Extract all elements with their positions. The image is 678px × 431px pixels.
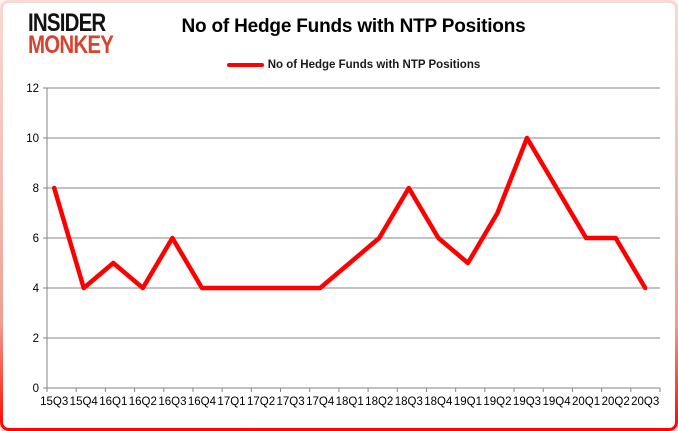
x-tick-label: 15Q4 <box>70 396 99 408</box>
data-line <box>51 135 648 291</box>
y-tick-label: 2 <box>33 333 39 345</box>
y-tick-label: 8 <box>33 183 39 195</box>
x-tick-label: 16Q4 <box>188 396 217 408</box>
y-tick-label: 12 <box>26 83 39 95</box>
x-tick-label: 16Q2 <box>129 396 157 408</box>
x-tick-label: 17Q3 <box>277 396 305 408</box>
y-tick-label: 10 <box>26 133 39 145</box>
x-tick-label: 18Q4 <box>424 396 453 408</box>
x-tick-label: 17Q1 <box>217 396 245 408</box>
x-tick-label: 20Q1 <box>572 396 600 408</box>
logo-word-monkey: MONKEY <box>28 31 114 59</box>
x-tick-label: 20Q3 <box>631 396 659 408</box>
chart-card: INSIDER MONKEY No of Hedge Funds with NT… <box>3 3 675 428</box>
x-tick-label: 18Q1 <box>336 396 364 408</box>
x-tick-label: 16Q1 <box>99 396 127 408</box>
legend-line-swatch <box>226 63 264 67</box>
x-tick-label: 19Q3 <box>513 396 541 408</box>
legend: No of Hedge Funds with NTP Positions <box>47 59 660 71</box>
y-tick-label: 4 <box>33 283 40 295</box>
insider-monkey-logo: INSIDER MONKEY <box>28 9 132 59</box>
legend-label: No of Hedge Funds with NTP Positions <box>267 59 481 71</box>
chart-title: No of Hedge Funds with NTP Positions <box>181 16 526 37</box>
x-tick-label: 19Q1 <box>454 396 482 408</box>
y-tick-label: 0 <box>33 383 39 395</box>
x-tick-label: 17Q4 <box>306 396 335 408</box>
y-tick-label: 6 <box>33 233 39 245</box>
x-tick-label: 17Q2 <box>247 396 275 408</box>
x-tick-label: 16Q3 <box>158 396 186 408</box>
x-tick-label: 19Q2 <box>483 396 511 408</box>
x-tick-label: 18Q3 <box>395 396 423 408</box>
x-tick-label: 20Q2 <box>602 396 630 408</box>
x-tick-label: 18Q2 <box>365 396 393 408</box>
x-tick-label: 15Q3 <box>40 396 68 408</box>
x-tick-label: 19Q4 <box>542 396 571 408</box>
logo-word-insider: INSIDER <box>28 9 106 37</box>
